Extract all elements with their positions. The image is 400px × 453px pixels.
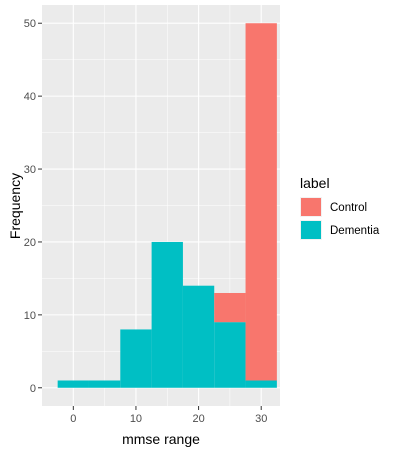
bar-dementia [182,285,215,388]
y-tick-label: 10 [24,310,36,322]
y-tick-label: 50 [24,18,36,30]
legend: label Control Dementia [300,175,380,240]
bar-dementia [57,380,89,388]
x-tick-label: 0 [70,413,76,425]
y-tick-label: 20 [24,237,36,249]
y-axis-ticks: 0 10 20 30 40 50 [24,18,42,395]
legend-label-control: Control [330,202,367,214]
x-tick-label: 10 [130,413,142,425]
bar-control [245,23,277,381]
x-tick-label: 30 [255,413,267,425]
y-tick-label: 40 [24,91,36,103]
bar-dementia [120,329,152,388]
histogram-bars [57,23,277,388]
y-axis-title: Frequency [7,173,23,239]
legend-label-dementia: Dementia [330,225,380,237]
minor-gridlines [42,5,280,406]
bar-dementia [214,322,246,388]
legend-key-control [301,198,321,216]
bar-dementia [88,380,121,388]
x-axis-ticks: 0 10 20 30 [70,406,267,425]
x-tick-label: 20 [192,413,204,425]
legend-key-dementia [301,221,321,239]
bar-dementia [151,241,183,388]
y-tick-label: 0 [30,383,36,395]
bar-control [214,292,246,323]
x-axis-title: mmse range [122,431,200,447]
legend-title: label [300,175,330,191]
y-tick-label: 30 [24,164,36,176]
bar-dementia [245,380,277,388]
